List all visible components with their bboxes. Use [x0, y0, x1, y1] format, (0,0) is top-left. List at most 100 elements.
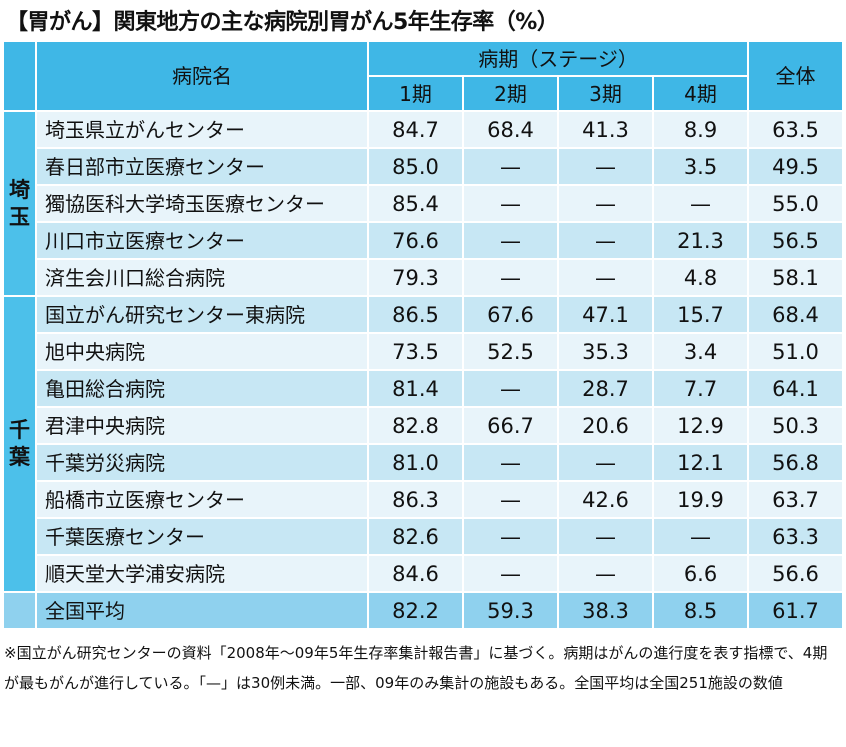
- hospital-name: 千葉医療センター: [37, 519, 367, 554]
- rate-total: 63.5: [749, 112, 843, 147]
- rate-stage-3: 20.6: [559, 408, 652, 443]
- rate-stage-1: 86.3: [369, 482, 462, 517]
- hospital-name: 順天堂大学浦安病院: [37, 556, 367, 591]
- average-stage-4: 8.5: [654, 593, 748, 628]
- rate-stage-1: 85.0: [369, 149, 462, 184]
- national-average-label: 全国平均: [37, 593, 367, 628]
- rate-stage-4: 3.4: [654, 334, 748, 369]
- rate-stage-1: 86.5: [369, 297, 462, 332]
- prefecture-label: 千葉: [4, 297, 35, 591]
- average-stage-3: 38.3: [559, 593, 652, 628]
- table-row: 埼玉埼玉県立がんセンター 84.7 68.4 41.3 8.9 63.5: [4, 112, 843, 295]
- rate-stage-1: 76.6: [369, 223, 462, 258]
- rate-stage-2: —: [464, 519, 557, 554]
- rate-total: 64.1: [749, 371, 843, 406]
- rate-stage-3: —: [559, 186, 652, 221]
- header-stage-2: 2期: [464, 77, 557, 110]
- table-row: 千葉国立がん研究センター東病院 86.5 67.6 47.1 15.7 68.4: [4, 297, 843, 591]
- table-row: 旭中央病院 73.5 52.5 35.3 3.4 51.0: [4, 334, 843, 369]
- prefecture-char: 玉: [9, 204, 30, 229]
- hospital-name: 亀田総合病院: [37, 371, 367, 406]
- rate-stage-1: 82.8: [369, 408, 462, 443]
- rate-total: 56.8: [749, 445, 843, 480]
- header-stage-4: 4期: [654, 77, 748, 110]
- rate-stage-2: —: [464, 223, 557, 258]
- rate-stage-1: 73.5: [369, 334, 462, 369]
- table-row: 川口市立医療センター 76.6— —21.3 56.5: [4, 223, 843, 258]
- rate-stage-2: —: [464, 260, 557, 295]
- rate-stage-2: 66.7: [464, 408, 557, 443]
- rate-stage-3: —: [559, 260, 652, 295]
- rate-stage-2: 68.4: [464, 112, 557, 147]
- rate-stage-4: 19.9: [654, 482, 748, 517]
- national-average-row: 全国平均 82.2 59.3 38.3 8.5 61.7: [4, 593, 843, 628]
- rate-stage-1: 84.6: [369, 556, 462, 591]
- table-row: 順天堂大学浦安病院 84.6— —6.6 56.6: [4, 556, 843, 591]
- average-blank-cell: [4, 593, 35, 628]
- rate-stage-2: 52.5: [464, 334, 557, 369]
- table-row: 千葉医療センター 82.6— — —63.3: [4, 519, 843, 554]
- header-total: 全体: [749, 42, 843, 110]
- rate-stage-4: —: [654, 519, 748, 554]
- rate-stage-4: 15.7: [654, 297, 748, 332]
- rate-stage-1: 81.0: [369, 445, 462, 480]
- rate-stage-3: —: [559, 556, 652, 591]
- rate-total: 63.7: [749, 482, 843, 517]
- rate-total: 55.0: [749, 186, 843, 221]
- rate-stage-4: 7.7: [654, 371, 748, 406]
- rate-stage-2: 67.6: [464, 297, 557, 332]
- rate-stage-3: 35.3: [559, 334, 652, 369]
- rate-stage-2: —: [464, 149, 557, 184]
- rate-total: 51.0: [749, 334, 843, 369]
- table-row: 済生会川口総合病院 79.3— —4.8 58.1: [4, 260, 843, 295]
- rate-stage-3: 28.7: [559, 371, 652, 406]
- prefecture-char: 千: [9, 418, 30, 442]
- rate-stage-4: 8.9: [654, 112, 748, 147]
- header-blank-cell: [4, 42, 35, 110]
- rate-stage-3: —: [559, 445, 652, 480]
- rate-total: 50.3: [749, 408, 843, 443]
- hospital-name: 千葉労災病院: [37, 445, 367, 480]
- rate-total: 56.6: [749, 556, 843, 591]
- page-title: 【胃がん】関東地方の主な病院別胃がん5年生存率（%）: [6, 10, 559, 35]
- hospital-name: 川口市立医療センター: [37, 223, 367, 258]
- rate-stage-1: 85.4: [369, 186, 462, 221]
- rate-stage-2: —: [464, 556, 557, 591]
- prefecture-char: 葉: [9, 445, 30, 469]
- rate-stage-3: —: [559, 149, 652, 184]
- average-stage-2: 59.3: [464, 593, 557, 628]
- header-stage-group: 病期（ステージ）: [369, 42, 748, 75]
- table-row: 春日部市立医療センター 85.0— —3.5 49.5: [4, 149, 843, 184]
- rate-stage-2: —: [464, 445, 557, 480]
- table-row: 船橋市立医療センター 86.3—42.6 19.9 63.7: [4, 482, 843, 517]
- rate-stage-2: —: [464, 186, 557, 221]
- table-row: 獨協医科大学埼玉医療センター 85.4— — —55.0: [4, 186, 843, 221]
- hospital-name: 君津中央病院: [37, 408, 367, 443]
- average-total: 61.7: [749, 593, 843, 628]
- hospital-name: 国立がん研究センター東病院: [37, 297, 367, 332]
- rate-total: 56.5: [749, 223, 843, 258]
- table-row: 君津中央病院 82.8 66.7 20.6 12.9 50.3: [4, 408, 843, 443]
- header-stage-3: 3期: [559, 77, 652, 110]
- rate-stage-1: 84.7: [369, 112, 462, 147]
- rate-total: 68.4: [749, 297, 843, 332]
- rate-total: 63.3: [749, 519, 843, 554]
- rate-stage-4: 4.8: [654, 260, 748, 295]
- hospital-name: 旭中央病院: [37, 334, 367, 369]
- header-stage-1: 1期: [369, 77, 462, 110]
- table-row: 亀田総合病院 81.4—28.7 7.7 64.1: [4, 371, 843, 406]
- rate-stage-3: 47.1: [559, 297, 652, 332]
- rate-stage-4: —: [654, 186, 748, 221]
- rate-stage-2: —: [464, 371, 557, 406]
- rate-stage-1: 79.3: [369, 260, 462, 295]
- prefecture-label: 埼玉: [4, 112, 35, 295]
- average-stage-1: 82.2: [369, 593, 462, 628]
- header-hospital: 病院名: [37, 42, 367, 110]
- table-row: 千葉労災病院 81.0— —12.1 56.8: [4, 445, 843, 480]
- rate-stage-4: 12.1: [654, 445, 748, 480]
- rate-stage-3: 41.3: [559, 112, 652, 147]
- rate-stage-4: 6.6: [654, 556, 748, 591]
- rate-total: 58.1: [749, 260, 843, 295]
- rate-stage-1: 81.4: [369, 371, 462, 406]
- rate-stage-3: 42.6: [559, 482, 652, 517]
